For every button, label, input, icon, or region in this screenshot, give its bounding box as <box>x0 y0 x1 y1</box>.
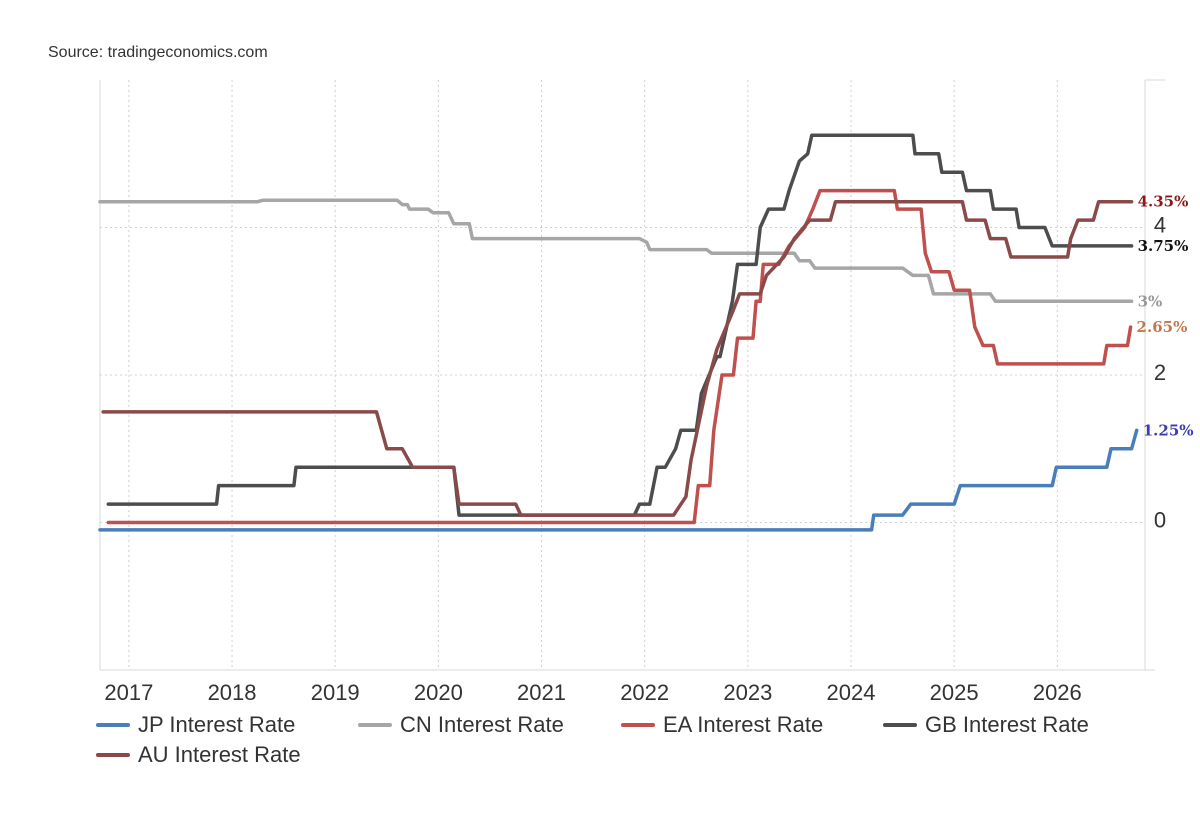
legend-label: CN Interest Rate <box>400 712 564 737</box>
series-line-ea <box>106 188 1133 525</box>
legend-item-ea[interactable]: EA Interest Rate <box>621 712 823 738</box>
legend-item-gb[interactable]: GB Interest Rate <box>883 712 1089 738</box>
x-tick-label: 2022 <box>620 680 669 705</box>
x-tick-label: 2018 <box>208 680 257 705</box>
end-value-label-cn: 3% <box>1138 292 1163 310</box>
end-value-label-jp: 1.25% <box>1143 421 1194 439</box>
series-line-au <box>101 199 1134 517</box>
legend-item-au[interactable]: AU Interest Rate <box>96 742 301 768</box>
legend-label: JP Interest Rate <box>138 712 296 737</box>
series-line-jp <box>98 428 1139 532</box>
x-tick-label: 2025 <box>930 680 979 705</box>
legend-label: GB Interest Rate <box>925 712 1089 737</box>
y-tick-label: 4 <box>1154 213 1166 238</box>
x-tick-label: 2021 <box>517 680 566 705</box>
legend-label: AU Interest Rate <box>138 742 301 767</box>
x-tick-label: 2026 <box>1033 680 1082 705</box>
legend-item-jp[interactable]: JP Interest Rate <box>96 712 295 738</box>
legend-swatch <box>621 723 655 727</box>
y-tick-label: 0 <box>1154 508 1166 533</box>
series-line-gb <box>106 133 1134 517</box>
legend-swatch <box>96 753 130 757</box>
legend-swatch <box>883 723 917 727</box>
x-tick-label: 2017 <box>104 680 153 705</box>
y-tick-label: 2 <box>1154 360 1166 385</box>
end-value-label-ea: 2.65% <box>1137 318 1188 336</box>
end-value-label-gb: 3.75% <box>1138 237 1189 255</box>
x-tick-label: 2020 <box>414 680 463 705</box>
x-tick-label: 2023 <box>723 680 772 705</box>
end-value-label-au: 4.35% <box>1138 193 1189 211</box>
legend-swatch <box>358 723 392 727</box>
legend-item-cn[interactable]: CN Interest Rate <box>358 712 564 738</box>
source-text: Source: tradingeconomics.com <box>48 44 268 61</box>
series-line-cn <box>98 198 1134 304</box>
legend-label: EA Interest Rate <box>663 712 824 737</box>
x-tick-label: 2024 <box>827 680 876 705</box>
x-tick-label: 2019 <box>311 680 360 705</box>
legend-swatch <box>96 723 130 727</box>
